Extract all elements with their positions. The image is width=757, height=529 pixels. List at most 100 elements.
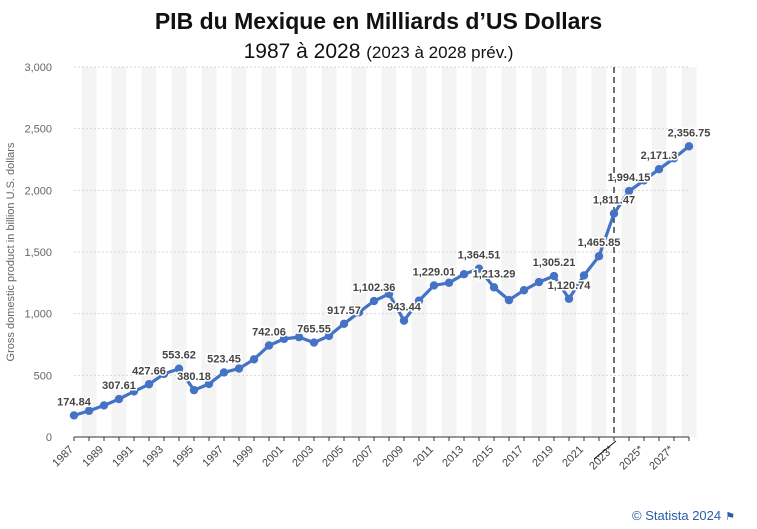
data-point [639, 176, 649, 185]
y-tick-label: 3,000 [24, 62, 52, 74]
data-label: 1,229.01 [413, 266, 456, 278]
data-point [414, 296, 424, 305]
chart-title: PIB du Mexique en Milliards d’US Dollars [154, 8, 603, 34]
data-label: 1,120.74 [548, 280, 592, 292]
data-point [504, 295, 514, 305]
y-tick-label: 1,500 [24, 247, 52, 259]
data-label: 523.45 [207, 353, 241, 365]
x-tick-label: 2001 [260, 444, 286, 470]
data-point [534, 277, 544, 287]
data-label: 765.55 [297, 324, 331, 336]
copyright-text: © Statista 2024 [632, 508, 722, 523]
data-point [459, 270, 469, 279]
data-label: 380.18 [177, 371, 211, 383]
chart-subtitle-note: (2023 à 2028 prév.) [366, 43, 514, 62]
data-point [549, 271, 559, 281]
data-label: 174.84 [57, 396, 92, 408]
data-point [624, 186, 634, 196]
data-point [579, 271, 589, 280]
x-tick-label: 1995 [170, 444, 196, 470]
y-tick-label: 1,000 [24, 309, 52, 321]
x-tick-label: 1987 [50, 444, 76, 470]
data-point [234, 364, 244, 373]
footer: © Statista 2024 ⚑ [632, 508, 735, 523]
data-label: 742.06 [252, 326, 286, 338]
y-axis-title: Gross domestic product in billion U.S. d… [5, 142, 17, 361]
data-point [264, 341, 274, 350]
x-tick-label: 2019 [530, 444, 556, 470]
y-tick-label: 2,500 [24, 124, 52, 136]
background-band [201, 67, 217, 437]
data-point [564, 294, 574, 303]
data-point [189, 385, 199, 395]
data-point [489, 283, 499, 292]
chart-subtitle-range: 1987 à 2028 [243, 40, 361, 63]
x-tick-label: 2017 [500, 444, 526, 470]
background-band [681, 67, 697, 437]
data-label: 943.44 [387, 302, 422, 314]
x-tick-label: 2013 [440, 444, 466, 470]
background-band [141, 67, 157, 437]
data-point [159, 369, 169, 379]
background-band [81, 67, 97, 437]
data-label: 1,102.36 [353, 282, 396, 294]
data-label: 1,213.29 [473, 268, 516, 280]
data-label: 307.61 [102, 380, 136, 392]
x-tick-label: 2015 [470, 444, 496, 470]
data-point [84, 406, 94, 416]
data-point [669, 154, 679, 163]
data-label: 427.66 [132, 365, 166, 377]
data-point [294, 332, 304, 342]
background-band [501, 67, 517, 437]
x-tick-label: 1989 [80, 444, 106, 470]
x-tick-label: 2003 [290, 444, 316, 470]
x-tick-label: 2009 [380, 444, 406, 470]
data-label: 2,356.75 [668, 127, 711, 139]
x-tick-label: 2025* [617, 443, 646, 472]
y-tick-label: 500 [34, 370, 52, 382]
data-label: 1,364.51 [458, 250, 501, 262]
background-band [621, 67, 637, 437]
background-band [381, 67, 397, 437]
y-tick-label: 0 [46, 432, 52, 444]
data-point [654, 165, 664, 174]
data-point [99, 401, 109, 410]
data-point [474, 264, 484, 273]
data-point [204, 379, 214, 389]
data-label: 553.62 [162, 350, 196, 362]
data-point [174, 364, 184, 373]
x-tick-label: 2023* [587, 443, 616, 472]
data-point [519, 286, 529, 295]
data-point [219, 368, 229, 377]
data-point [339, 319, 349, 329]
data-point [324, 331, 334, 341]
data-point [249, 355, 259, 364]
data-point [384, 289, 394, 299]
x-tick-label: 1999 [230, 444, 256, 470]
x-tick-label: 2027* [647, 443, 676, 472]
data-point [594, 252, 604, 261]
x-tick-label: 1991 [110, 444, 136, 470]
x-tick-label: 2021 [560, 444, 586, 470]
data-point [429, 281, 439, 290]
data-label: 1,811.47 [593, 195, 635, 207]
data-point [309, 338, 319, 347]
data-point [279, 334, 289, 344]
data-point [114, 394, 124, 404]
data-point [129, 387, 139, 396]
background-band [561, 67, 577, 437]
data-point [399, 316, 409, 325]
forecast-divider-slash [593, 440, 617, 460]
x-tick-label: 1993 [140, 444, 166, 470]
flag-icon[interactable]: ⚑ [725, 511, 735, 523]
chart-subtitle: 1987 à 2028 (2023 à 2028 prév.) [0, 40, 757, 64]
data-label: 1,465.85 [578, 237, 621, 249]
data-label: 2,171.3 [641, 150, 678, 162]
background-band [441, 67, 457, 437]
data-point [144, 380, 154, 389]
x-tick-label: 2005 [320, 444, 346, 470]
data-label: 917.57 [327, 305, 361, 317]
data-point [444, 278, 454, 288]
y-tick-label: 2,000 [24, 185, 52, 197]
x-tick-label: 2007 [350, 444, 376, 470]
